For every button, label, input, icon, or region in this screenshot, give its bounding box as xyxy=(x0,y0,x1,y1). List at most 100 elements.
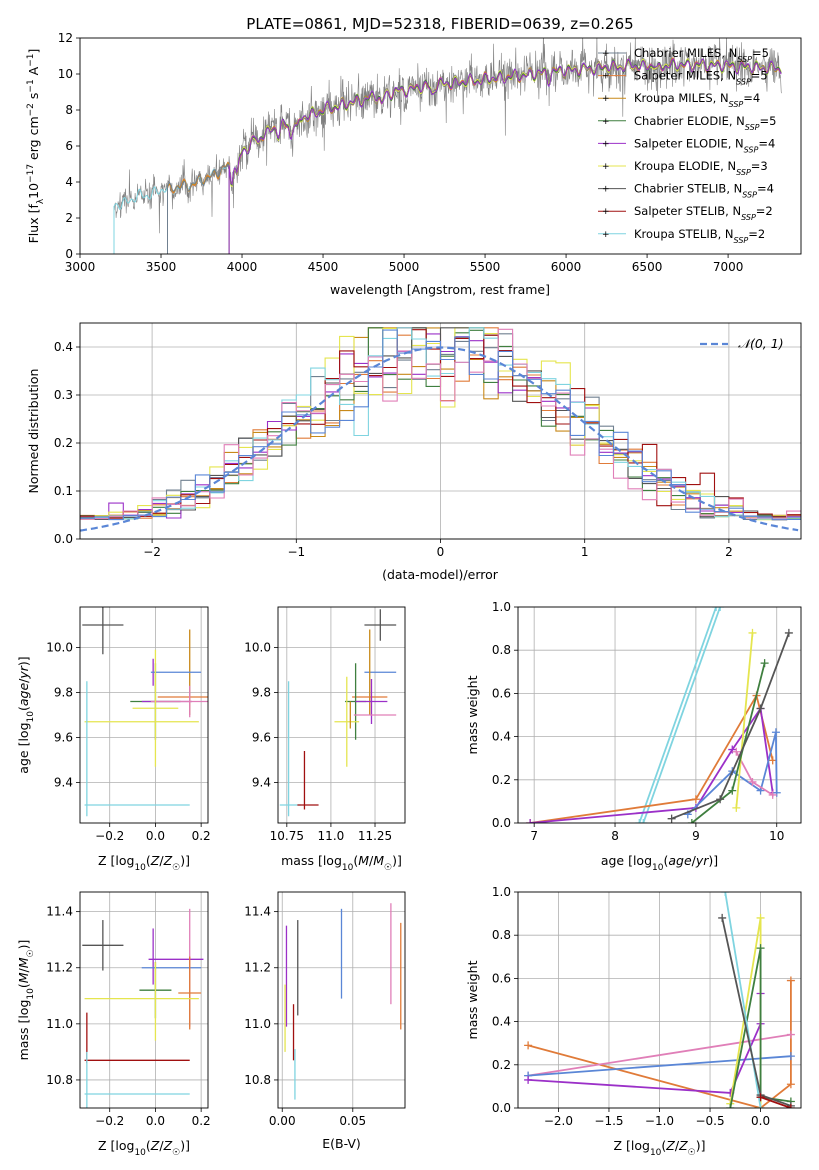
label-part: Z xyxy=(665,1138,675,1153)
legend-sub: SSP xyxy=(741,213,756,222)
legend-text: =4 xyxy=(757,182,774,196)
legend-text: =4 xyxy=(743,91,760,105)
label-part: / xyxy=(159,853,164,868)
axes-frame xyxy=(517,606,802,824)
label-part: 10 xyxy=(134,1148,146,1158)
y-tick-label: 10.0 xyxy=(46,641,73,655)
label-part: )] xyxy=(392,853,402,868)
x-tick-label: 11.25 xyxy=(358,829,392,843)
weight-point-marker xyxy=(728,745,737,754)
plot-area xyxy=(524,892,795,1108)
weight-point-marker xyxy=(726,1104,735,1108)
ticks: 10.75 11.0 11.25 9.4 9.6 9.8 10.0 xyxy=(244,641,392,844)
plot-area xyxy=(279,609,397,817)
weight-point-marker xyxy=(718,913,727,922)
legend-entry: Chabrier STELIB, NSSP=4 xyxy=(634,182,774,200)
ticks: 7 8 9 10 0.0 0.2 0.4 0.6 0.8 1.0 xyxy=(492,600,784,843)
y-tick-label: 10.8 xyxy=(46,1073,73,1087)
x-tick-label: −0.2 xyxy=(95,829,124,843)
label-part: Z xyxy=(163,853,173,868)
legend-marker: + xyxy=(602,72,610,82)
legend-entry: Kroupa ELODIE, NSSP=3 xyxy=(634,159,768,177)
label-part: )] xyxy=(180,853,190,868)
x-tick-label: 0.2 xyxy=(192,829,211,843)
weight-point-marker xyxy=(716,795,725,804)
y-tick-label: 0.6 xyxy=(492,971,511,985)
y-tick-label: 11.0 xyxy=(46,1017,73,1031)
x-tick-label: 0.0 xyxy=(146,829,165,843)
y-tick-label: 1.0 xyxy=(492,600,511,614)
legend-entry: Salpeter STELIB, NSSP=2 xyxy=(634,204,773,222)
label-part: 10 xyxy=(134,863,146,873)
label-part: Z xyxy=(678,1138,688,1153)
y-tick-label: 11.2 xyxy=(244,961,271,975)
label-part: yr xyxy=(16,665,31,679)
x-tick-label: 0.05 xyxy=(339,1114,366,1128)
label-part: ( xyxy=(353,853,358,868)
legend-text: =5 xyxy=(752,46,769,60)
y-tick-label: 10.0 xyxy=(244,641,271,655)
x-tick-label: 4500 xyxy=(308,260,339,274)
x-tick-label: 7000 xyxy=(713,260,744,274)
legend-sub: SSP xyxy=(737,55,752,64)
y-axis-label: Normed distribution xyxy=(26,369,41,494)
ticks: −0.2 0.0 0.2 9.4 9.6 9.8 10.0 xyxy=(46,641,210,844)
legend-marker: + xyxy=(602,117,610,127)
label-part: 10 xyxy=(650,1148,662,1158)
weight-point-marker xyxy=(732,747,741,756)
legend-marker: + xyxy=(602,185,610,195)
grid xyxy=(518,891,801,1109)
legend-entry: Chabrier MILES, NSSP=5 xyxy=(634,46,769,64)
label-part: log xyxy=(115,853,134,868)
x-tick-label: 0.0 xyxy=(751,1114,770,1128)
y-axis-label: age [log10(age/yr)] xyxy=(16,656,36,773)
weight-point-marker xyxy=(524,1075,533,1084)
legend-text: Kroupa STELIB, N xyxy=(634,227,734,241)
weight-point-marker xyxy=(786,1080,795,1089)
x-tick-label: 2 xyxy=(725,545,733,559)
legend-text: Salpeter STELIB, N xyxy=(634,204,741,218)
weight-point-marker xyxy=(748,777,757,786)
x-axis-label: Z [log10(Z/Z☉)] xyxy=(613,1138,705,1158)
label-part: mass [ xyxy=(281,853,323,868)
y-tick-label: 0.4 xyxy=(54,340,73,354)
legend-entry: Salpeter ELODIE, NSSP=4 xyxy=(634,136,775,154)
x-tick-label: 0.0 xyxy=(146,1114,165,1128)
label-part: / xyxy=(16,967,31,972)
legend-marker: + xyxy=(602,94,610,104)
legend-entry: 𝒩(0, 1) xyxy=(738,336,784,351)
legend-marker: + xyxy=(602,230,610,240)
legend-text: =3 xyxy=(751,159,768,173)
x-tick-label: −2.0 xyxy=(544,1114,573,1128)
legend-text: =5 xyxy=(760,114,777,128)
label-part: s xyxy=(26,93,41,104)
x-tick-label: 9 xyxy=(692,829,700,843)
legend-entry: Kroupa MILES, NSSP=4 xyxy=(634,91,760,109)
x-axis-label: (data-model)/error xyxy=(382,567,499,582)
weight-series-line xyxy=(671,632,790,820)
y-axis-label: mass weight xyxy=(465,960,480,1039)
weight-series-line xyxy=(528,1055,791,1077)
weight-point-marker xyxy=(524,1041,533,1050)
x-axis-label: E(B-V) xyxy=(322,1136,361,1151)
label-part: 10 xyxy=(26,711,36,723)
label-part: age [ xyxy=(16,742,31,774)
label-part: ] xyxy=(26,49,41,54)
x-tick-label: 11.0 xyxy=(318,829,345,843)
panel-weight_vs_Z: −2.0 −1.5 −1.0 −0.5 0.0 0.0 0.2 0.4 0.6 0.8 1.0 Z [… xyxy=(465,885,802,1158)
plot-area xyxy=(113,38,782,254)
label-part: log xyxy=(115,1138,134,1153)
panel-mass_vs_Z: −0.2 0.0 0.210.811.011.211.4Z [log10(Z/Z☉)… xyxy=(16,891,211,1158)
ticks: −2.0 −1.5 −1.0 −0.5 0.0 0.0 0.2 0.4 0.6 0.8 1.0 xyxy=(492,885,770,1128)
errorbar-point xyxy=(178,956,202,1030)
label-part: / xyxy=(369,853,374,868)
x-tick-label: 10 xyxy=(769,829,784,843)
weight-point-marker xyxy=(786,1052,795,1061)
panel-spectrum: 3000 3500 4000 4500 5000 5500 6000 6500 7000 0 2 4 6… xyxy=(26,31,802,297)
legend-text: Salpeter ELODIE, N xyxy=(634,136,744,150)
x-tick-label: 8 xyxy=(611,829,619,843)
y-tick-label: 11.4 xyxy=(46,905,73,919)
label-part: Z [ xyxy=(98,853,115,868)
x-tick-label: 1 xyxy=(581,545,589,559)
